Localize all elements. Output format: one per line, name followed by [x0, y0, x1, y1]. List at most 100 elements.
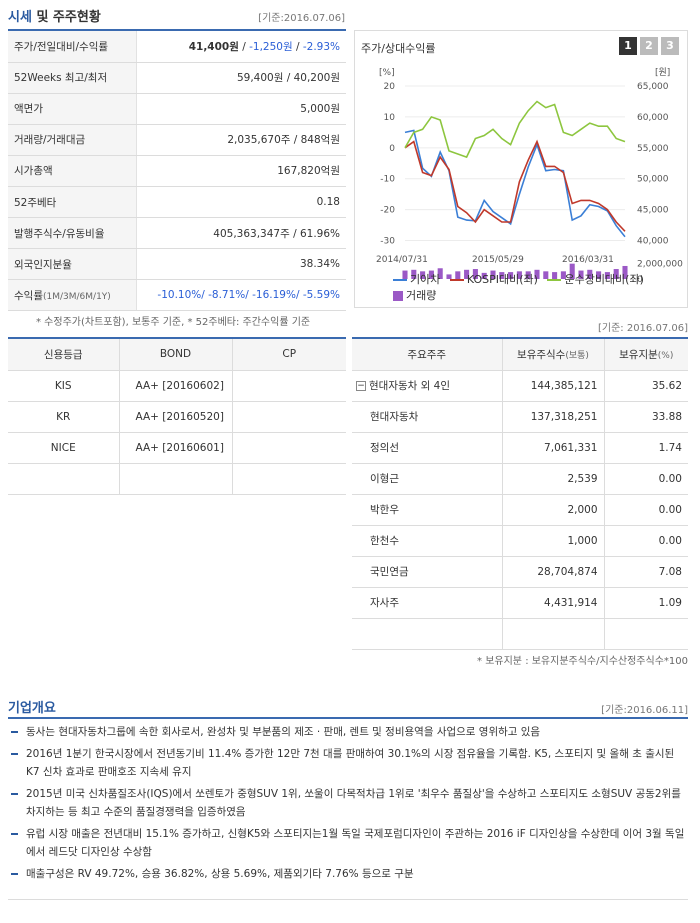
volume-bar	[604, 272, 610, 279]
value-separator: /	[292, 40, 303, 53]
x-tick-label: 2015/05/29	[472, 255, 524, 265]
quote-label-text: 액면가	[14, 103, 43, 116]
holders-table: 주요주주 보유주식수(보통) 보유지분(%) − 현대자동차 외 4인 144,38…	[352, 337, 688, 650]
volume-bar	[543, 271, 549, 279]
quote-row-value: 59,400원 / 40,200원	[136, 62, 346, 94]
volume-tick-label: 2,000,000	[637, 260, 683, 270]
holder-row: 현대자동차 137,318,251 33.88	[352, 400, 688, 433]
quote-row-label: 수익률(1M/3M/6M/1Y)	[8, 279, 137, 312]
legend-volume-label: 거래량	[406, 289, 437, 302]
volume-bar	[428, 270, 434, 279]
quote-row-label: 외국인지분율	[8, 248, 137, 281]
holder-row: 국민연금 28,704,874 7.08	[352, 555, 688, 588]
holder-ratio: 7.08	[603, 555, 688, 588]
holder-name: 한천수	[370, 535, 399, 547]
credit-agency: NICE	[8, 431, 120, 464]
holder-row: 자사주 4,431,914 1.09	[352, 586, 688, 619]
holder-shares: 7,061,331	[501, 431, 605, 464]
holders-header-name: 주요주주	[352, 339, 503, 371]
holder-shares: 1,000	[501, 524, 605, 557]
volume-bar	[596, 271, 602, 279]
left-tick-label: 10	[384, 113, 396, 123]
volume-bar	[490, 270, 496, 279]
volume-bar	[569, 263, 575, 279]
quote-row: 수익률(1M/3M/6M/1Y) -10.10%/ -8.71%/ -16.19%…	[8, 279, 346, 312]
legend-trans-swatch	[547, 279, 562, 281]
holder-name-cell: 현대자동차	[352, 400, 503, 433]
credit-row: KIS AA+ [20160602]	[8, 369, 346, 402]
holder-name-cell: 정의선	[352, 431, 503, 464]
holder-name: 국민연금	[370, 566, 409, 578]
quote-row: 주가/전일대비/수익률 41,400원 / -1,250원 / -2.93%	[8, 31, 346, 63]
empty-cell	[501, 617, 605, 650]
series-line	[404, 139, 626, 232]
volume-bar	[437, 268, 443, 279]
holder-name-cell: 박한우	[352, 493, 503, 526]
holder-row: 정의선 7,061,331 1.74	[352, 431, 688, 464]
holder-row-empty	[352, 617, 688, 650]
chart-legend-row2: 거래량	[393, 287, 436, 303]
volume-bar	[455, 271, 461, 279]
credit-header-cp: CP	[231, 339, 346, 371]
credit-bond-rating: AA+ [20160602]	[118, 369, 233, 402]
quote-label-text: 발행주식수/유동비율	[14, 227, 105, 240]
volume-bar	[578, 270, 584, 279]
volume-bar	[534, 269, 540, 279]
right-tick-label: 50,000	[637, 175, 669, 185]
collapse-toggle-icon[interactable]: −	[356, 381, 366, 391]
right-tick-label: 65,000	[637, 82, 669, 92]
holder-name: 현대자동차 외 4인	[369, 380, 450, 392]
quote-row-value: 2,035,670주 / 848억원	[136, 124, 346, 156]
holder-name: 박한우	[370, 504, 399, 516]
overview-item: 2015년 미국 신차품질조사(IQS)에서 쏘렌토가 중형SUV 1위, 쏘울…	[8, 785, 688, 821]
holder-ratio: 0.00	[603, 524, 688, 557]
price-chart: [%] [원] 20 10 0 -10 -20 -30 65,000 60,000 55,000 50…	[379, 67, 683, 283]
credit-cp-rating	[231, 431, 346, 464]
credit-row: KR AA+ [20160520]	[8, 400, 346, 433]
holder-shares: 2,000	[501, 493, 605, 526]
holder-shares: 2,539	[501, 462, 605, 495]
volume-bar	[622, 265, 628, 279]
quote-row-value: 5,000원	[136, 93, 346, 125]
quote-row-label: 거래량/거래대금	[8, 124, 137, 156]
empty-cell	[603, 617, 688, 650]
quote-value-text: 5,000원	[300, 103, 340, 116]
volume-bar	[411, 269, 417, 279]
price-change: -1,250원	[249, 40, 293, 53]
quote-row-value: -10.10%/ -8.71%/ -16.19%/ -5.59%	[136, 279, 346, 312]
overview-title-divider	[8, 717, 688, 719]
quote-label-text: 52Weeks 최고/최저	[14, 72, 108, 85]
overview-item: 2016년 1분기 한국시장에서 전년동기비 11.4% 증가한 12만 7천 …	[8, 745, 688, 781]
quote-row-label: 52주베타	[8, 186, 137, 219]
quote-row-value: 41,400원 / -1,250원 / -2.93%	[136, 31, 346, 63]
overview-item: 유럽 시장 매출은 전년대비 15.1% 증가하고, 신형K5와 스포티지는1월…	[8, 825, 688, 861]
quote-row: 거래량/거래대금 2,035,670주 / 848억원	[8, 124, 346, 156]
chart-page-3-button[interactable]: 3	[661, 37, 679, 55]
quote-row-value: 167,820억원	[136, 155, 346, 187]
quote-label-text: 주가/전일대비/수익률	[14, 40, 109, 53]
x-tick-label: 2014/07/31	[376, 255, 428, 265]
credit-table: 신용등급 BOND CP KIS AA+ [20160602] KR AA+ [201…	[8, 337, 346, 495]
right-tick-label: 45,000	[637, 206, 669, 216]
credit-header-bond: BOND	[118, 339, 233, 371]
empty-cell	[8, 462, 120, 495]
quote-value-text: -10.10%/ -8.71%/ -16.19%/ -5.59%	[157, 289, 340, 302]
holder-ratio: 33.88	[603, 400, 688, 433]
holders-header-ratio: 보유지분(%)	[603, 339, 688, 371]
right-tick-label: 40,000	[637, 237, 669, 247]
x-tick-label: 2016/03/31	[562, 255, 614, 265]
volume-bar	[472, 269, 478, 279]
quote-value-text: 167,820억원	[277, 165, 340, 178]
credit-header-rating: 신용등급	[8, 339, 120, 371]
chart-page-1-button[interactable]: 1	[619, 37, 637, 55]
chart-page-2-button[interactable]: 2	[640, 37, 658, 55]
empty-cell	[118, 462, 233, 495]
credit-row: NICE AA+ [20160601]	[8, 431, 346, 464]
left-tick-label: -20	[380, 206, 395, 216]
series-line	[404, 100, 626, 159]
holder-ratio: 1.74	[603, 431, 688, 464]
volume-bar	[613, 269, 619, 279]
holder-shares: 4,431,914	[501, 586, 605, 619]
